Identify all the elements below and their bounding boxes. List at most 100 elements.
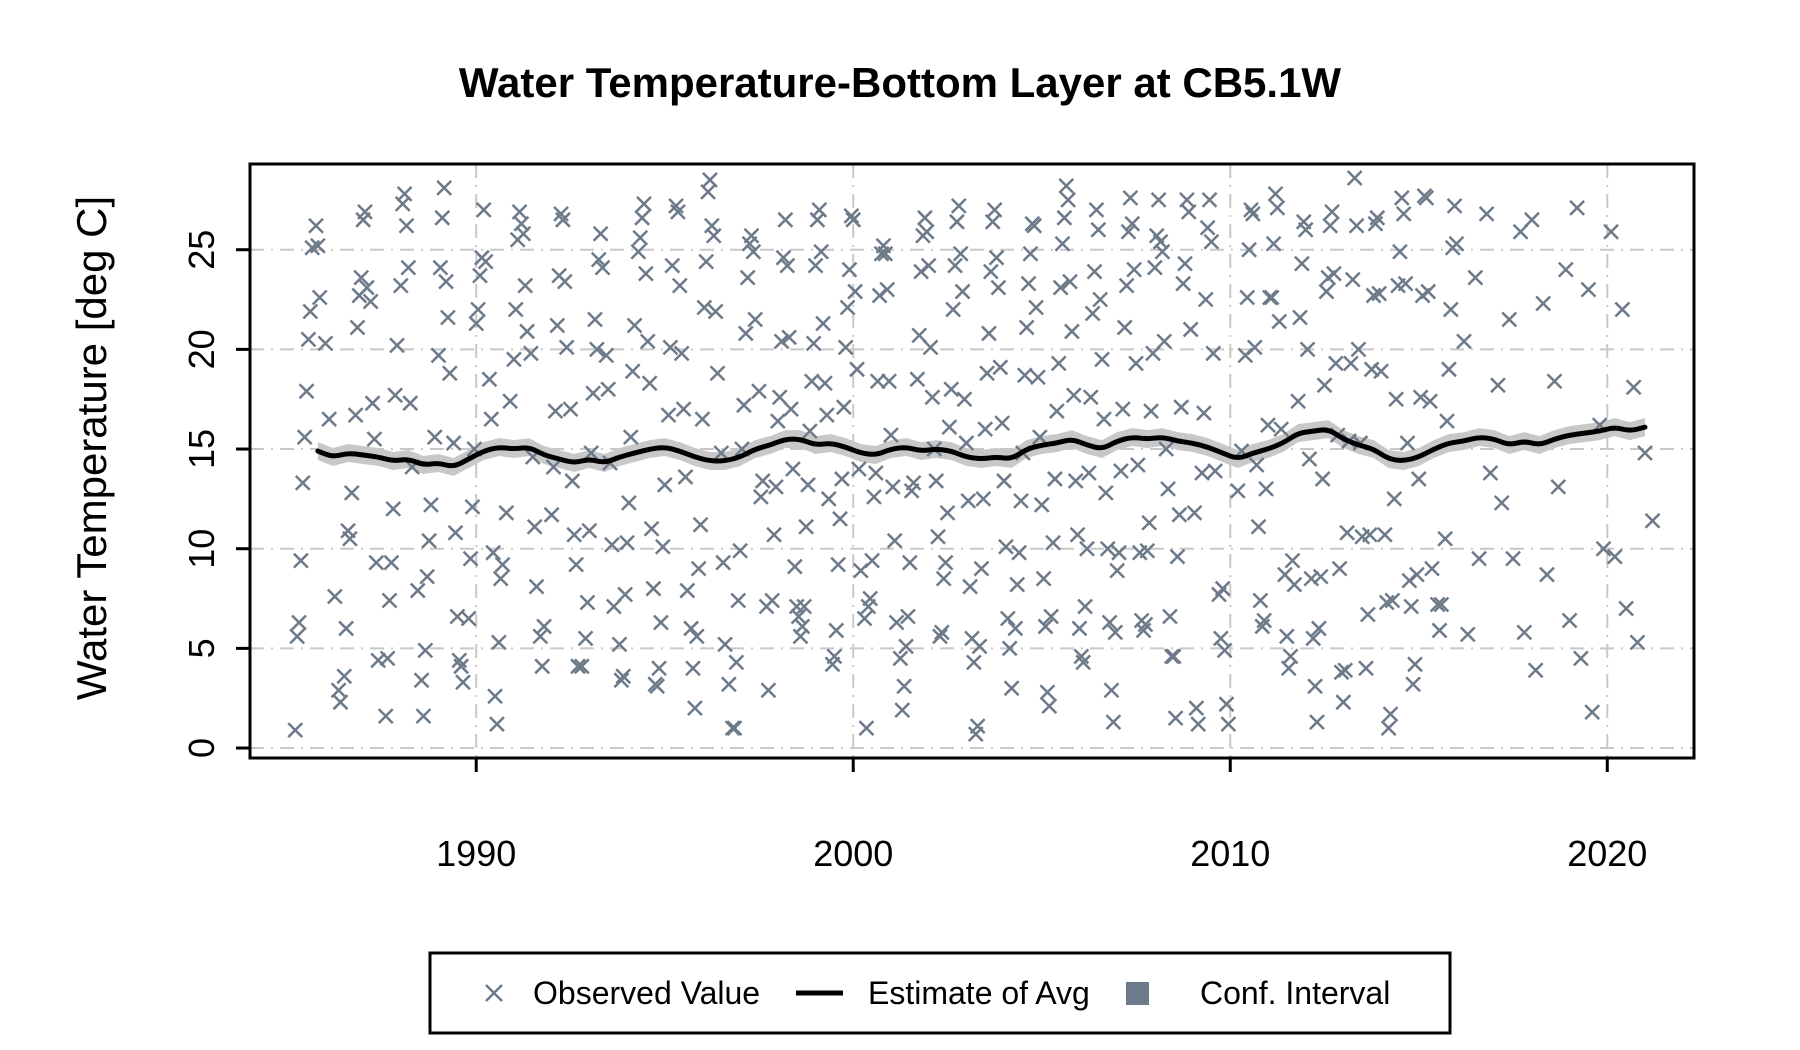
observed-point <box>1013 492 1029 509</box>
observed-point <box>506 351 522 368</box>
observed-point <box>1143 403 1159 420</box>
observed-point-stroke <box>1569 199 1586 216</box>
observed-point-stroke <box>1363 361 1380 378</box>
observed-point <box>841 261 858 278</box>
observed-point <box>977 421 994 437</box>
observed-point-stroke <box>368 554 385 571</box>
observed-point <box>828 622 845 639</box>
observed-point-stroke <box>1614 301 1631 318</box>
observed-point <box>517 277 534 294</box>
observed-point-stroke <box>1082 389 1099 406</box>
observed-point <box>1493 494 1510 511</box>
observed-point <box>1124 215 1141 232</box>
observed-point-stroke <box>1307 678 1323 695</box>
observed-point <box>475 201 492 218</box>
observed-point <box>577 630 594 647</box>
observed-point-stroke <box>588 341 605 358</box>
observed-point <box>1439 413 1455 430</box>
observed-point-stroke <box>941 419 958 435</box>
observed-point-stroke <box>430 347 447 364</box>
observed-point-stroke <box>1501 311 1518 328</box>
observed-point-stroke <box>1111 544 1127 561</box>
observed-point-stroke <box>732 542 749 559</box>
observed-point-stroke <box>1282 648 1299 665</box>
observed-point-stroke <box>536 618 552 635</box>
legend: Observed Value Estimate of Avg Conf. Int… <box>428 951 1452 1035</box>
observed-point-stroke <box>990 279 1007 296</box>
observed-point-stroke <box>1143 403 1159 420</box>
observed-point-stroke <box>869 373 886 390</box>
observed-point <box>687 700 703 717</box>
observed-point-stroke <box>553 205 569 222</box>
observed-point-stroke <box>547 403 564 420</box>
observed-point-stroke <box>1118 277 1135 294</box>
observed-point <box>800 477 816 493</box>
observed-point <box>419 568 436 585</box>
observed-point <box>296 429 313 445</box>
observed-point <box>592 225 609 242</box>
observed-point <box>811 201 828 218</box>
observed-point <box>1203 233 1220 250</box>
observed-point <box>884 479 901 495</box>
observed-point-stroke <box>494 556 511 573</box>
observed-point-stroke <box>660 407 677 424</box>
observed-point <box>1256 612 1273 629</box>
observed-point <box>1376 526 1393 543</box>
observed-point-stroke <box>939 504 956 521</box>
observed-point-stroke <box>1424 560 1440 577</box>
legend-label-confidence: Conf. Interval <box>1200 975 1390 1011</box>
observed-point <box>1312 568 1329 585</box>
observed-point-stroke <box>730 592 747 609</box>
observed-point-stroke <box>679 582 696 599</box>
observed-point-stroke <box>1516 624 1533 641</box>
observed-point-stroke <box>1146 259 1163 276</box>
observed-point-stroke <box>988 249 1005 266</box>
observed-point-stroke <box>1050 355 1067 372</box>
observed-point-stroke <box>1116 319 1133 336</box>
observed-point <box>1431 622 1448 639</box>
observed-point-stroke <box>617 586 634 603</box>
observed-point-stroke <box>1505 550 1521 567</box>
observed-point-stroke <box>1171 506 1188 523</box>
observed-point <box>935 570 952 587</box>
observed-point-stroke <box>958 435 975 451</box>
observed-point <box>1388 391 1405 408</box>
observed-point-stroke <box>1420 283 1437 300</box>
observed-point-stroke <box>1090 221 1107 238</box>
observed-point-stroke <box>1013 492 1029 509</box>
observed-point-stroke <box>498 504 515 521</box>
observed-point-stroke <box>705 227 722 244</box>
observed-point <box>941 419 958 435</box>
observed-point <box>709 365 726 382</box>
observed-point-stroke <box>1128 355 1144 372</box>
observed-point-stroke <box>472 267 488 284</box>
observed-point <box>1054 235 1071 252</box>
observed-point <box>1459 626 1476 643</box>
observed-point-stroke <box>579 594 596 611</box>
observed-point <box>436 180 453 196</box>
observed-point-stroke <box>340 522 356 539</box>
observed-point <box>1442 301 1459 318</box>
observed-point <box>1190 716 1207 732</box>
observed-point-stroke <box>1369 209 1386 226</box>
observed-point <box>1324 203 1340 220</box>
observed-point <box>752 488 769 505</box>
observed-point-stroke <box>1361 526 1378 543</box>
observed-point-stroke <box>783 401 799 418</box>
observed-point-stroke <box>528 578 545 595</box>
observed-point <box>947 257 963 274</box>
observed-point-stroke <box>592 225 609 242</box>
observed-point-stroke <box>581 522 598 539</box>
observed-point-stroke <box>754 473 771 489</box>
observed-point <box>845 211 862 228</box>
observed-point-stroke <box>918 223 935 240</box>
observed-point-stroke <box>421 532 437 549</box>
observed-point <box>556 273 573 290</box>
observed-point-stroke <box>1099 540 1116 557</box>
observed-point-stroke <box>492 570 509 587</box>
observed-point <box>1116 319 1133 336</box>
observed-point <box>1122 190 1139 206</box>
observed-point-stroke <box>1022 245 1039 262</box>
observed-point-stroke <box>1606 548 1623 565</box>
